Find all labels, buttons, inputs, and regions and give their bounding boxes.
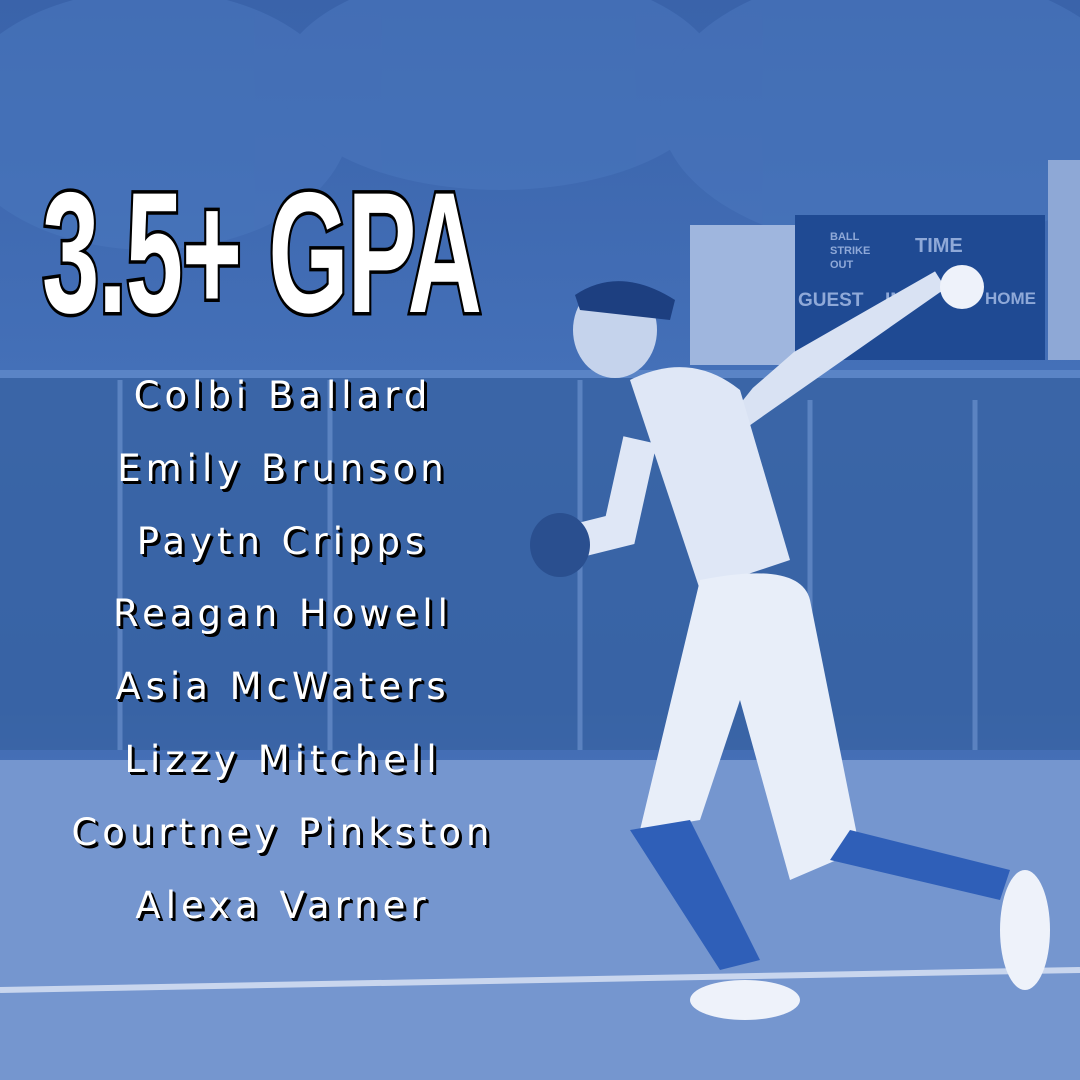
- title-text: 3.5+ GPA: [40, 157, 484, 349]
- honoree-name: Alexa Varner: [135, 883, 431, 927]
- scoreboard-label-ball: BALL: [830, 231, 860, 243]
- honoree-name: Asia McWaters: [115, 665, 451, 709]
- honoree-list: Colbi Ballard Emily Brunson Paytn Cripps…: [0, 360, 566, 942]
- infield-dirt: [0, 760, 1080, 1080]
- scoreboard-label-out: OUT: [830, 259, 854, 271]
- foul-line: [0, 967, 1080, 993]
- scoreboard-label-home: HOME: [985, 289, 1036, 308]
- pitcher: [530, 265, 1050, 1020]
- trees: [0, 0, 1080, 250]
- honoree-name: Lizzy Mitchell: [124, 737, 442, 781]
- page-title: 3.5+ GPA: [40, 157, 528, 349]
- honoree-name: Courtney Pinkston: [71, 810, 495, 854]
- honoree-name: Paytn Cripps: [136, 519, 430, 563]
- honoree-name: Reagan Howell: [113, 592, 453, 636]
- scoreboard-label-time: TIME: [915, 235, 963, 257]
- honoree-name: Emily Brunson: [117, 446, 449, 490]
- scoreboard-label-strike: STRIKE: [830, 245, 870, 257]
- scoreboard-label-guest: GUEST: [798, 290, 864, 311]
- honoree-name: Colbi Ballard: [133, 374, 433, 417]
